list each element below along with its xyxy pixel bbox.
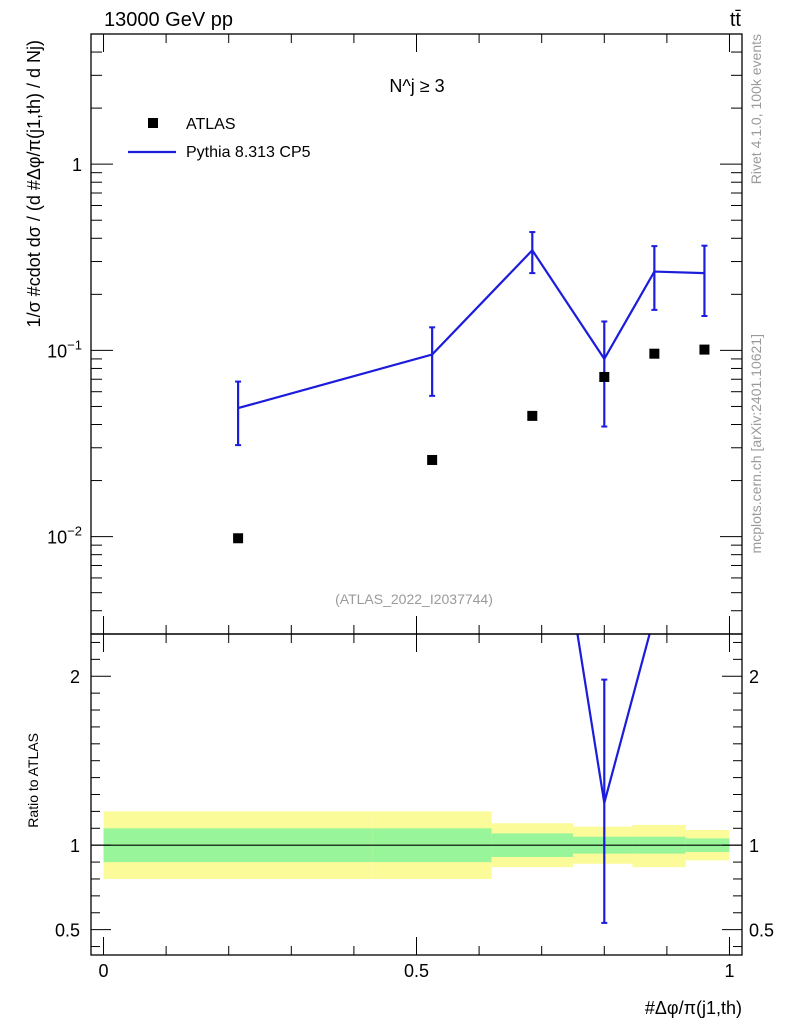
y-tick-label: 1	[72, 155, 82, 175]
ratio-y-tick-label: 0.5	[55, 921, 80, 941]
x-axis-label: #Δφ/π(j1,th)	[645, 998, 742, 1018]
ratio-y-tick-label: 1	[70, 836, 80, 856]
atlas-data-point	[233, 533, 244, 544]
main-y-axis-label: 1/σ #cdot dσ / (d #Δφ/π(j1,th) / d Nj)	[24, 40, 44, 327]
pythia-line	[237, 248, 705, 410]
main-axis-ticks: 10−2 10−1 1	[47, 33, 742, 635]
ratio-panel: 0.5 0.5 1 1 2 2 0 0.5 1 Ratio to ATLAS #Δφ/π(j1,…	[25, 633, 774, 1018]
y-tick-exponent: −1	[67, 337, 82, 352]
y-tick-label: 10−2	[47, 524, 82, 548]
pythia-ratio-line	[576, 634, 651, 804]
x-tick-label: 1	[724, 961, 734, 981]
ratio-axis-ticks: 0.5 0.5 1 1 2 2 0 0.5 1	[55, 634, 774, 981]
rivet-version-label: Rivet 4.1.0, 100k events	[748, 34, 764, 184]
x-tick-label: 0	[99, 961, 109, 981]
atlas-data-point	[649, 348, 660, 359]
ratio-y-tick-label: 2	[70, 667, 80, 687]
main-plot-marks	[233, 231, 710, 544]
ratio-series-group	[576, 634, 651, 924]
y-tick-exponent: −2	[67, 524, 82, 539]
header-process-label: tt̄	[730, 9, 742, 31]
main-panel: 10−210−11 N^j ≥ 3 (ATLAS_2022_I2037744) …	[24, 33, 743, 635]
ratio-y-axis-label: Ratio to ATLAS	[25, 733, 41, 828]
main-annotation: N^j ≥ 3	[389, 76, 444, 96]
atlas-data-point	[427, 454, 438, 465]
ratio-plot-marks	[91, 634, 742, 924]
mcplots-label: mcplots.cern.ch [arXiv:2401.10621]	[748, 334, 764, 553]
ratio-y-tick-label-right: 2	[749, 667, 759, 687]
ratio-panel-frame	[90, 633, 743, 956]
legend-atlas-label: ATLAS	[186, 116, 236, 133]
atlas-data-point	[699, 344, 710, 355]
legend-atlas-marker	[148, 118, 158, 128]
ratio-y-tick-label-right: 1	[749, 836, 759, 856]
analysis-watermark: (ATLAS_2022_I2037744)	[335, 591, 493, 607]
legend-pythia-label: Pythia 8.313 CP5	[186, 144, 311, 161]
y-tick-label: 10−1	[47, 337, 82, 361]
header-energy-label: 13000 GeV pp	[104, 9, 233, 31]
x-tick-label: 0.5	[404, 961, 429, 981]
ratio-y-tick-label-right: 0.5	[749, 921, 774, 941]
atlas-data-point	[599, 371, 610, 382]
legend: ATLAS Pythia 8.313 CP5	[128, 116, 311, 161]
atlas-data-point	[527, 410, 538, 421]
